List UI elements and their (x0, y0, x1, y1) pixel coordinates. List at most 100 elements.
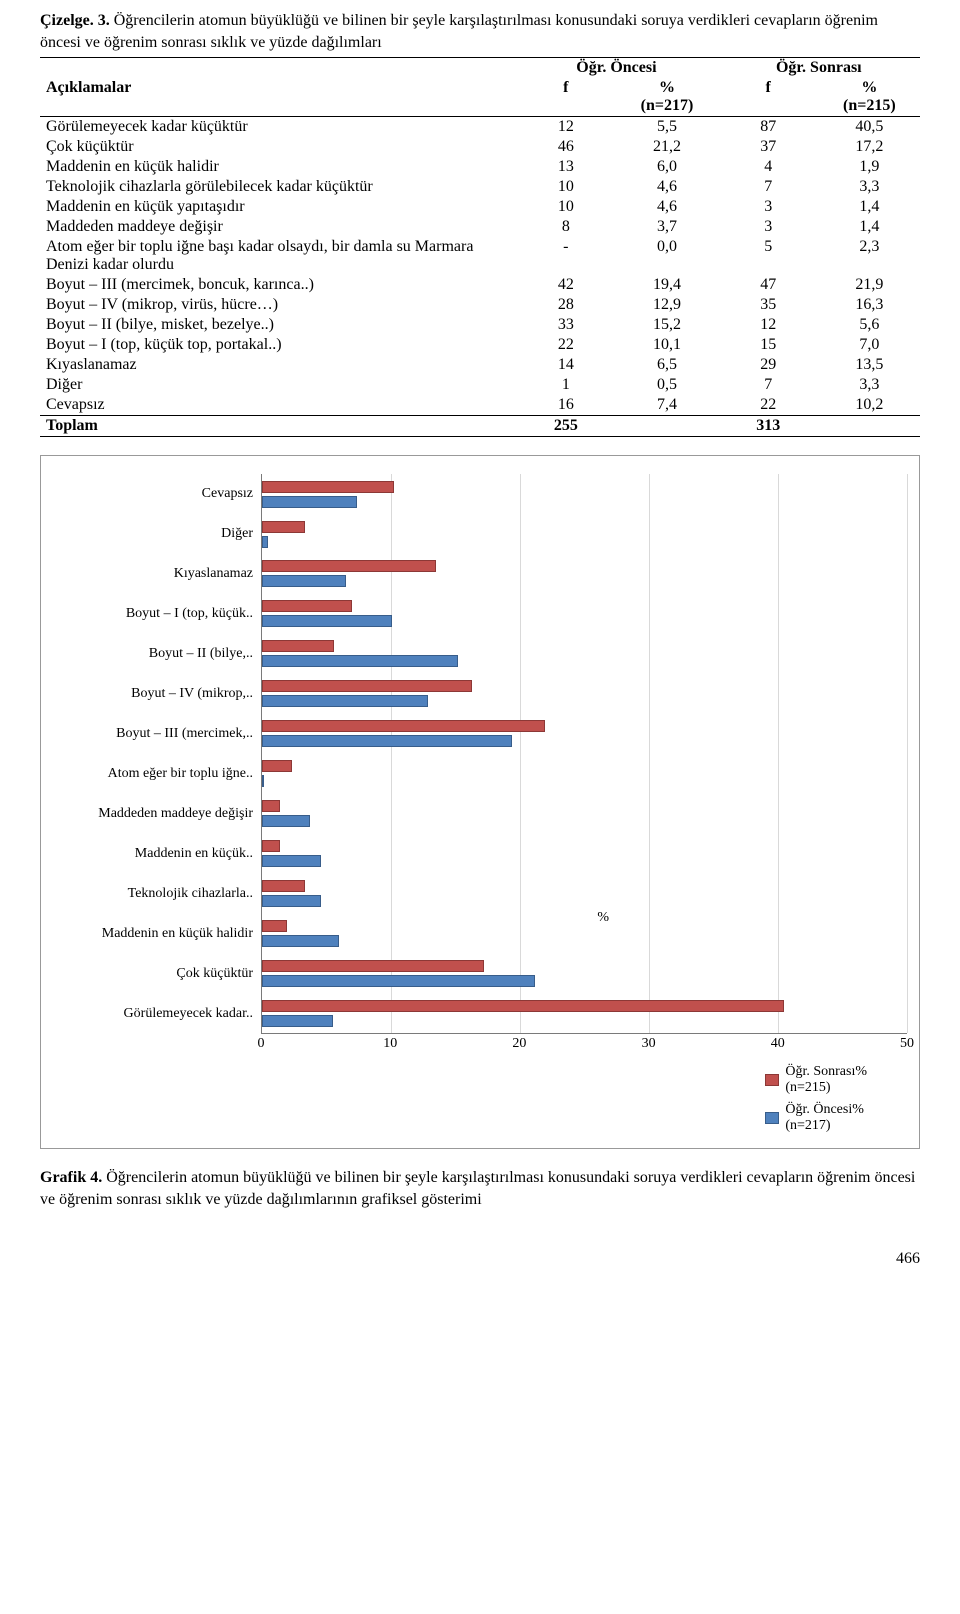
bar-sonrasi (262, 521, 305, 533)
bar-sonrasi (262, 800, 280, 812)
chart-category-label: Maddeden maddeye değişir (51, 794, 261, 834)
bar-sonrasi (262, 920, 287, 932)
legend-swatch (765, 1074, 779, 1086)
row-value: 3 (718, 197, 819, 217)
row-label: Atom eğer bir toplu iğne başı kadar olsa… (40, 237, 515, 275)
row-value: 3,3 (819, 375, 920, 395)
chart-category-label: Çok küçüktür (51, 954, 261, 994)
total-f2: 313 (718, 416, 819, 437)
bar-oncesi (262, 855, 321, 867)
chart-category-label: Boyut – IV (mikrop,.. (51, 674, 261, 714)
row-value: 1,4 (819, 197, 920, 217)
chart-category-label: Boyut – III (mercimek,.. (51, 714, 261, 754)
row-value: 10 (515, 177, 616, 197)
chart-x-tick: 30 (642, 1036, 656, 1052)
figure-caption-text: Öğrencilerin atomun büyüklüğü ve bilinen… (40, 1169, 915, 1208)
th-f1: f (515, 78, 616, 117)
table-row: Boyut – III (mercimek, boncuk, karınca..… (40, 275, 920, 295)
table-caption-bold: Çizelge. 3. (40, 12, 110, 29)
table-row: Boyut – I (top, küçük top, portakal..)22… (40, 335, 920, 355)
data-table: Öğr. Öncesi Öğr. Sonrası Açıklamalar f %… (40, 57, 920, 437)
row-value: 40,5 (819, 117, 920, 138)
row-label: Boyut – IV (mikrop, virüs, hücre…) (40, 295, 515, 315)
row-label: Boyut – III (mercimek, boncuk, karınca..… (40, 275, 515, 295)
chart-x-tick: 10 (383, 1036, 397, 1052)
row-value: 3,3 (819, 177, 920, 197)
table-caption-text: Öğrencilerin atomun büyüklüğü ve bilinen… (40, 12, 878, 51)
row-value: 13 (515, 157, 616, 177)
row-value: 21,2 (616, 137, 717, 157)
row-label: Cevapsız (40, 395, 515, 416)
bar-oncesi (262, 615, 392, 627)
table-row: Maddeden maddeye değişir83,731,4 (40, 217, 920, 237)
row-value: 10,1 (616, 335, 717, 355)
total-label: Toplam (40, 416, 515, 437)
row-label: Maddeden maddeye değişir (40, 217, 515, 237)
table-row: Diğer10,573,3 (40, 375, 920, 395)
row-value: 5,6 (819, 315, 920, 335)
chart-x-tick: 50 (900, 1036, 914, 1052)
bar-sonrasi (262, 481, 394, 493)
row-value: 10 (515, 197, 616, 217)
table-row: Atom eğer bir toplu iğne başı kadar olsa… (40, 237, 920, 275)
bar-sonrasi (262, 640, 334, 652)
row-value: 4,6 (616, 197, 717, 217)
bar-oncesi (262, 496, 357, 508)
row-value: 4 (718, 157, 819, 177)
table-row: Kıyaslanamaz146,52913,5 (40, 355, 920, 375)
bar-sonrasi (262, 600, 352, 612)
total-f1: 255 (515, 416, 616, 437)
row-value: 29 (718, 355, 819, 375)
row-value: 33 (515, 315, 616, 335)
row-value: 87 (718, 117, 819, 138)
row-value: 12 (515, 117, 616, 138)
row-value: 3,7 (616, 217, 717, 237)
row-value: - (515, 237, 616, 275)
row-value: 1 (515, 375, 616, 395)
chart-category-label: Boyut – II (bilye,.. (51, 634, 261, 674)
bar-sonrasi (262, 720, 545, 732)
table-row: Cevapsız167,42210,2 (40, 395, 920, 416)
row-value: 21,9 (819, 275, 920, 295)
row-value: 17,2 (819, 137, 920, 157)
bar-sonrasi (262, 760, 292, 772)
bar-oncesi (262, 895, 321, 907)
bar-oncesi (262, 1015, 333, 1027)
row-label: Maddenin en küçük yapıtaşıdır (40, 197, 515, 217)
legend-swatch (765, 1112, 779, 1124)
row-value: 8 (515, 217, 616, 237)
chart-category-label: Maddenin en küçük.. (51, 834, 261, 874)
bar-oncesi (262, 655, 458, 667)
row-value: 7 (718, 177, 819, 197)
table-row: Maddenin en küçük yapıtaşıdır104,631,4 (40, 197, 920, 217)
row-value: 2,3 (819, 237, 920, 275)
row-value: 15,2 (616, 315, 717, 335)
row-value: 0,5 (616, 375, 717, 395)
chart-container: CevapsızDiğerKıyaslanamazBoyut – I (top,… (40, 455, 920, 1149)
chart-category-label: Teknolojik cihazlarla.. (51, 874, 261, 914)
chart-legend: Öğr. Sonrası%(n=215)Öğr. Öncesi%(n=217) (51, 1054, 907, 1138)
row-value: 12,9 (616, 295, 717, 315)
chart-x-tick: 0 (258, 1036, 265, 1052)
row-value: 6,5 (616, 355, 717, 375)
chart-category-label: Diğer (51, 514, 261, 554)
bar-oncesi (262, 975, 535, 987)
table-row: Boyut – IV (mikrop, virüs, hücre…)2812,9… (40, 295, 920, 315)
row-value: 16 (515, 395, 616, 416)
chart-category-label: Boyut – I (top, küçük.. (51, 594, 261, 634)
figure-caption-bold: Grafik 4. (40, 1169, 102, 1186)
chart-plot-area: % (261, 474, 907, 1034)
row-value: 10,2 (819, 395, 920, 416)
table-row: Çok küçüktür4621,23717,2 (40, 137, 920, 157)
row-value: 46 (515, 137, 616, 157)
row-value: 1,9 (819, 157, 920, 177)
th-group-post: Öğr. Sonrası (718, 58, 920, 79)
th-pct-post: %(n=215) (819, 78, 920, 117)
chart-category-label: Cevapsız (51, 474, 261, 514)
row-value: 7,4 (616, 395, 717, 416)
bar-oncesi (262, 815, 310, 827)
row-value: 5 (718, 237, 819, 275)
chart-x-tick: 40 (771, 1036, 785, 1052)
row-label: Teknolojik cihazlarla görülebilecek kada… (40, 177, 515, 197)
legend-text: Öğr. Öncesi%(n=217) (785, 1102, 864, 1134)
